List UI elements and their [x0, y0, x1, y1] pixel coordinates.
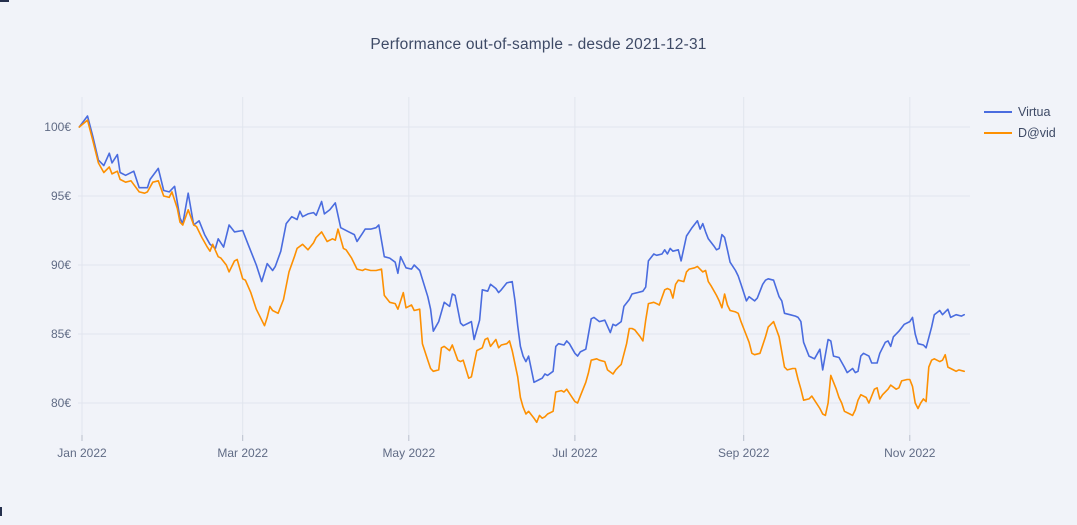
y-tick-label: 80€	[51, 396, 71, 410]
x-tick-label: Jul 2022	[552, 446, 598, 460]
legend-item-david[interactable]: D@vid	[984, 126, 1056, 140]
y-tick-label: 90€	[51, 258, 71, 272]
chart-legend: Virtua D@vid	[984, 105, 1056, 140]
chart-title: Performance out-of-sample - desde 2021-1…	[370, 36, 707, 53]
series-line-dvid[interactable]	[78, 119, 966, 424]
x-tick-label: Sep 2022	[718, 446, 770, 460]
x-tick-label: Mar 2022	[217, 446, 268, 460]
x-tick-label: Nov 2022	[884, 446, 936, 460]
ui-artifact-top-left	[0, 0, 9, 2]
x-tick-label: May 2022	[382, 446, 435, 460]
y-tick-label: 95€	[51, 189, 71, 203]
ui-artifact-left-edge	[0, 507, 2, 516]
david-line-swatch	[984, 132, 1012, 134]
plot-area[interactable]	[78, 97, 970, 435]
y-tick-label: 85€	[51, 327, 71, 341]
legend-item-virtua[interactable]: Virtua	[984, 105, 1056, 119]
legend-label-david: D@vid	[1018, 126, 1056, 140]
legend-label-virtua: Virtua	[1018, 105, 1051, 119]
virtua-line-swatch	[984, 111, 1012, 113]
y-tick-label: 100€	[44, 120, 71, 134]
series-line-virtua[interactable]	[78, 115, 966, 384]
x-tick-label: Jan 2022	[57, 446, 107, 460]
